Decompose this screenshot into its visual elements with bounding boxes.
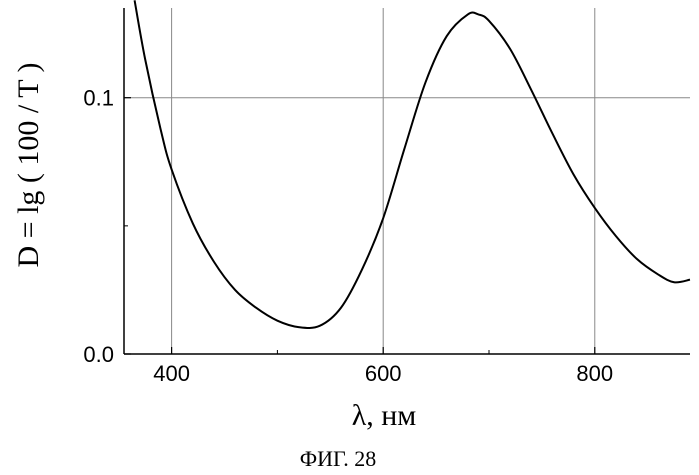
x-tick-label: 400 [153, 361, 190, 386]
grid [124, 8, 690, 354]
series [135, 0, 690, 328]
ticks: 400 600 800 0.0 0.1 [83, 86, 613, 386]
x-tick-label: 800 [576, 361, 613, 386]
x-tick-label: 600 [365, 361, 402, 386]
y-tick-label: 0.0 [83, 342, 114, 367]
x-axis-label: λ, нм [352, 399, 417, 432]
y-tick-label: 0.1 [83, 86, 114, 111]
series-line-0 [135, 0, 690, 328]
figure-caption: ФИГ. 28 [300, 446, 377, 471]
y-axis-label: D = lg ( 100 / T ) [12, 63, 45, 268]
axes [124, 8, 690, 354]
